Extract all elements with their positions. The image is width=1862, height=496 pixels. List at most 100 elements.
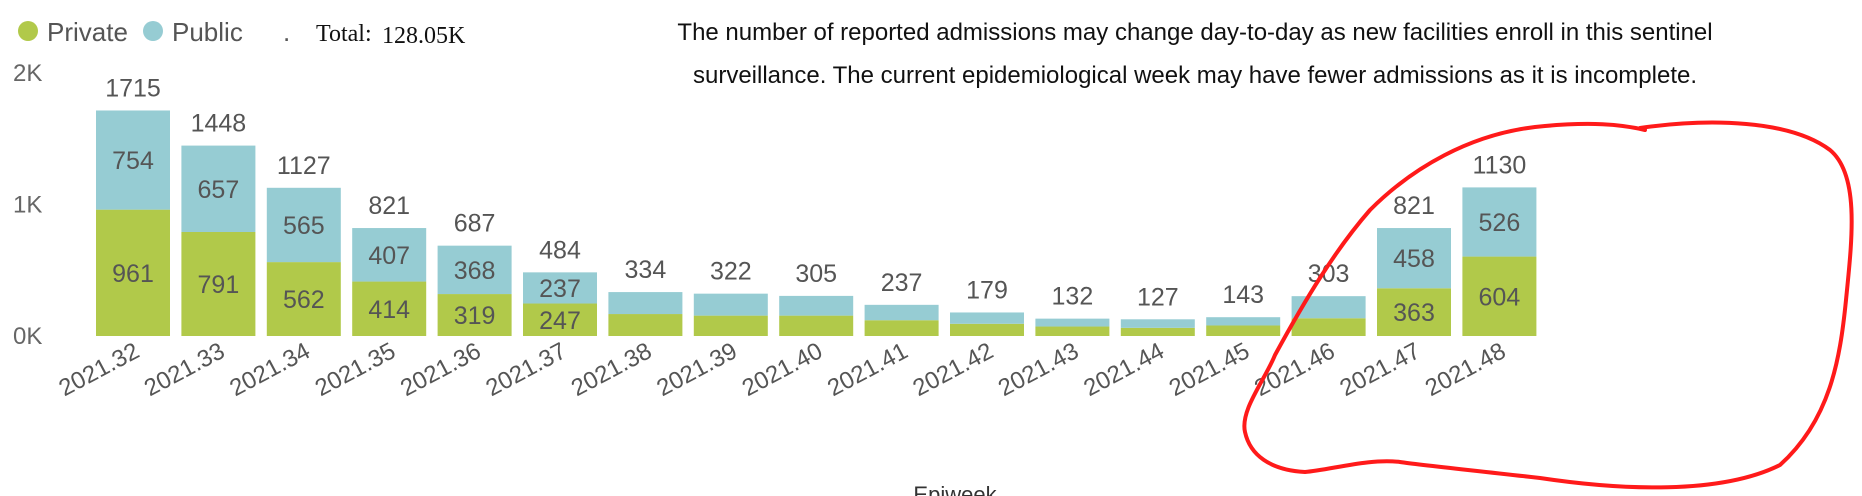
bar-private-2021-32[interactable] <box>96 209 170 336</box>
bar-private-2021-33[interactable] <box>181 231 256 336</box>
legend: Private Public . Total: 128.05K <box>18 17 466 49</box>
data-label-private-2021-35: 414 <box>368 296 410 324</box>
bar-private-2021-48[interactable] <box>1462 256 1537 336</box>
bar-private-2021-44[interactable] <box>1120 327 1195 336</box>
total-label-2021-34: 1127 <box>277 152 331 180</box>
x-tick-label-2021-40: 2021.40 <box>738 337 827 402</box>
x-tick-label-2021-38: 2021.38 <box>567 337 656 402</box>
data-label-private-2021-36: 319 <box>454 302 496 330</box>
total-label: Total: <box>316 21 372 47</box>
legend-swatch-public[interactable] <box>143 21 163 41</box>
y-tick-label-1k: 1K <box>13 192 42 219</box>
bar-public-2021-38[interactable] <box>608 292 683 315</box>
bar-private-2021-39[interactable] <box>693 315 768 336</box>
bar-public-2021-32[interactable] <box>96 110 170 210</box>
bar-private-2021-35[interactable] <box>352 281 427 336</box>
x-tick-label-2021-41: 2021.41 <box>823 337 912 402</box>
bar-public-2021-46[interactable] <box>1291 296 1366 319</box>
total-label-2021-48: 1130 <box>1473 151 1527 179</box>
total-label-2021-32: 1715 <box>105 74 161 102</box>
bar-public-2021-44[interactable] <box>1120 319 1195 328</box>
bar-public-2021-34[interactable] <box>266 187 341 263</box>
bar-private-2021-45[interactable] <box>1206 325 1281 336</box>
bar-public-2021-39[interactable] <box>693 293 768 316</box>
data-label-private-2021-33: 791 <box>198 271 240 299</box>
x-tick-label-2021-42: 2021.42 <box>909 337 998 402</box>
bar-series <box>96 110 1537 336</box>
bar-public-2021-43[interactable] <box>1035 318 1110 327</box>
bar-private-2021-47[interactable] <box>1377 288 1451 336</box>
bar-public-2021-37[interactable] <box>523 272 597 304</box>
y-axis: 0K 1K 2K <box>13 60 42 350</box>
total-label-2021-33: 1448 <box>191 110 247 138</box>
data-label-public-2021-37: 237 <box>539 275 581 303</box>
bar-private-2021-38[interactable] <box>608 314 683 336</box>
x-tick-label-2021-46: 2021.46 <box>1250 337 1339 402</box>
data-label-public-2021-32: 754 <box>112 147 154 175</box>
x-tick-label-2021-45: 2021.45 <box>1165 337 1254 402</box>
total-label-2021-40: 305 <box>795 260 837 288</box>
data-label-private-2021-32: 961 <box>112 260 154 288</box>
data-label-public-2021-36: 368 <box>454 257 496 285</box>
data-label-public-2021-48: 526 <box>1479 209 1521 237</box>
total-label-2021-45: 143 <box>1222 281 1264 309</box>
x-tick-label-2021-37: 2021.37 <box>482 337 571 402</box>
legend-label-public[interactable]: Public <box>172 17 243 47</box>
bar-public-2021-36[interactable] <box>437 245 512 295</box>
note-line-1: The number of reported admissions may ch… <box>677 19 1712 46</box>
data-label-private-2021-34: 562 <box>283 286 325 314</box>
bar-public-2021-35[interactable] <box>352 228 427 282</box>
total-label-2021-39: 322 <box>710 258 752 286</box>
bar-private-2021-43[interactable] <box>1035 326 1110 336</box>
bar-private-2021-40[interactable] <box>779 315 854 336</box>
bar-public-2021-33[interactable] <box>181 145 256 232</box>
incomplete-data-note: The number of reported admissions may ch… <box>677 19 1712 89</box>
data-label-public-2021-33: 657 <box>198 176 240 204</box>
bar-public-2021-45[interactable] <box>1206 317 1281 326</box>
total-label-2021-36: 687 <box>454 210 496 238</box>
legend-separator: . <box>283 17 290 47</box>
bar-public-2021-48[interactable] <box>1462 187 1537 257</box>
bar-public-2021-41[interactable] <box>864 304 939 321</box>
data-label-private-2021-37: 247 <box>539 307 581 335</box>
data-label-public-2021-35: 407 <box>368 242 410 270</box>
total-label-2021-42: 179 <box>966 276 1008 304</box>
data-label-public-2021-34: 565 <box>283 212 325 240</box>
legend-label-private[interactable]: Private <box>47 17 128 47</box>
x-tick-label-2021-34: 2021.34 <box>225 337 314 402</box>
bar-private-2021-34[interactable] <box>266 262 341 336</box>
bar-private-2021-41[interactable] <box>864 320 939 336</box>
total-label-2021-41: 237 <box>881 269 923 297</box>
x-tick-label-2021-33: 2021.33 <box>140 337 229 402</box>
total-value: 128.05K <box>382 23 466 49</box>
x-axis-title: Epiweek <box>913 482 997 496</box>
y-tick-label-0k: 0K <box>13 323 42 350</box>
total-label-2021-35: 821 <box>368 192 410 220</box>
bar-public-2021-42[interactable] <box>950 312 1024 324</box>
bar-private-2021-37[interactable] <box>523 303 597 336</box>
x-tick-label-2021-48: 2021.48 <box>1421 337 1510 402</box>
bar-private-2021-36[interactable] <box>437 294 512 336</box>
total-label-2021-47: 821 <box>1393 192 1435 220</box>
x-tick-label-2021-39: 2021.39 <box>652 337 741 402</box>
x-tick-label-2021-47: 2021.47 <box>1336 337 1425 402</box>
y-tick-label-2k: 2K <box>13 60 42 87</box>
legend-swatch-private[interactable] <box>18 21 38 41</box>
bar-public-2021-40[interactable] <box>779 295 854 316</box>
value-labels: 961 754 1715 791 657 1448 562 565 1127 414 407 821 3… <box>105 74 1526 334</box>
total-label-2021-37: 484 <box>539 236 581 264</box>
data-label-public-2021-47: 458 <box>1393 245 1435 273</box>
bar-private-2021-42[interactable] <box>950 323 1024 336</box>
total-label-2021-43: 132 <box>1052 283 1094 311</box>
data-label-private-2021-48: 604 <box>1479 283 1521 311</box>
total-label-2021-38: 334 <box>625 256 667 284</box>
x-tick-label-2021-44: 2021.44 <box>1079 337 1168 402</box>
total-label-2021-44: 127 <box>1137 283 1179 311</box>
bar-public-2021-47[interactable] <box>1377 228 1451 289</box>
bar-private-2021-46[interactable] <box>1291 318 1366 336</box>
x-axis: 2021.322021.332021.342021.352021.362021.… <box>55 337 1511 402</box>
x-tick-label-2021-32: 2021.32 <box>55 337 144 402</box>
data-label-private-2021-47: 363 <box>1393 299 1435 327</box>
note-line-2: surveillance. The current epidemiologica… <box>693 62 1697 89</box>
